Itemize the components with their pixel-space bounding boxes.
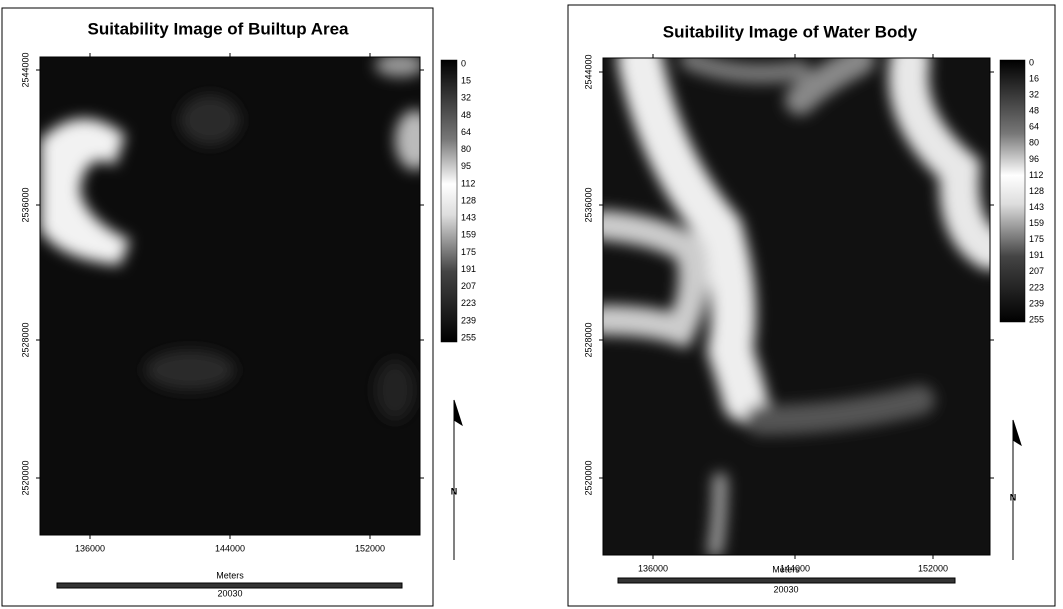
legend-label: 175: [1029, 234, 1044, 244]
panel-title: Suitability Image of Water Body: [663, 22, 918, 41]
north-label: N: [1010, 492, 1017, 502]
legend-label: 207: [1029, 266, 1044, 276]
x-tick-label: 136000: [75, 543, 105, 553]
scale-unit: Meters: [216, 570, 244, 580]
legend-label: 80: [1029, 138, 1039, 148]
y-tick-label: 2528000: [583, 322, 593, 357]
y-tick-label: 2528000: [20, 322, 30, 357]
legend-label: 64: [461, 127, 471, 137]
north-arrow: [453, 399, 463, 560]
legend-label: 239: [1029, 298, 1044, 308]
legend-label: 96: [1029, 154, 1039, 164]
legend-label: 191: [1029, 250, 1044, 260]
panel-frame: [1, 7, 434, 607]
scale-bar: [56, 582, 403, 589]
legend-label: 16: [1029, 73, 1039, 83]
legend-label: 95: [461, 161, 471, 171]
legend-label: 143: [461, 213, 476, 223]
map-frame: [602, 57, 991, 556]
legend-label: 159: [1029, 218, 1044, 228]
legend-label: 223: [1029, 282, 1044, 292]
legend-label: 64: [1029, 122, 1039, 132]
legend-label: 159: [461, 230, 476, 240]
legend-label: 48: [461, 110, 471, 120]
north-arrow: [1012, 419, 1022, 560]
legend-label: 48: [1029, 106, 1039, 116]
legend-ramp: [999, 59, 1026, 323]
x-tick-label: 144000: [215, 543, 245, 553]
raster-image: [40, 57, 420, 535]
legend-label: 128: [1029, 186, 1044, 196]
scale-unit: Meters: [772, 564, 800, 574]
north-label: N: [451, 486, 458, 496]
y-tick-label: 2520000: [20, 460, 30, 495]
legend-label: 239: [461, 315, 476, 325]
panel-title: Suitability Image of Builtup Area: [87, 19, 349, 38]
legend-label: 207: [461, 281, 476, 291]
legend-label: 32: [461, 93, 471, 103]
legend-label: 143: [1029, 202, 1044, 212]
x-tick-label: 152000: [918, 563, 948, 573]
legend-label: 112: [1029, 170, 1043, 180]
x-tick-label: 152000: [355, 543, 385, 553]
legend-label: 191: [461, 264, 476, 274]
legend-label: 223: [461, 298, 476, 308]
legend-label: 15: [461, 76, 471, 86]
legend-ramp: [440, 59, 458, 343]
scale-value: 20030: [773, 584, 798, 594]
legend-label: 255: [1029, 314, 1044, 324]
raster-image: [603, 58, 990, 555]
legend-label: 0: [1029, 57, 1034, 67]
x-tick-label: 144000: [780, 563, 810, 573]
legend-label: 112: [461, 178, 475, 188]
legend-label: 255: [461, 332, 476, 342]
scale-value: 20030: [217, 588, 242, 598]
y-tick-label: 2520000: [583, 460, 593, 495]
legend-label: 80: [461, 144, 471, 154]
y-tick-label: 2536000: [20, 187, 30, 222]
legend-label: 175: [461, 247, 476, 257]
legend-label: 32: [1029, 90, 1039, 100]
y-tick-label: 2536000: [583, 187, 593, 222]
x-tick-label: 136000: [638, 563, 668, 573]
panel-frame: [567, 4, 1056, 607]
legend-label: 0: [461, 58, 466, 68]
scale-bar: [617, 577, 956, 584]
legend-label: 128: [461, 195, 476, 205]
y-tick-label: 2544000: [583, 54, 593, 89]
y-tick-label: 2544000: [20, 52, 30, 87]
